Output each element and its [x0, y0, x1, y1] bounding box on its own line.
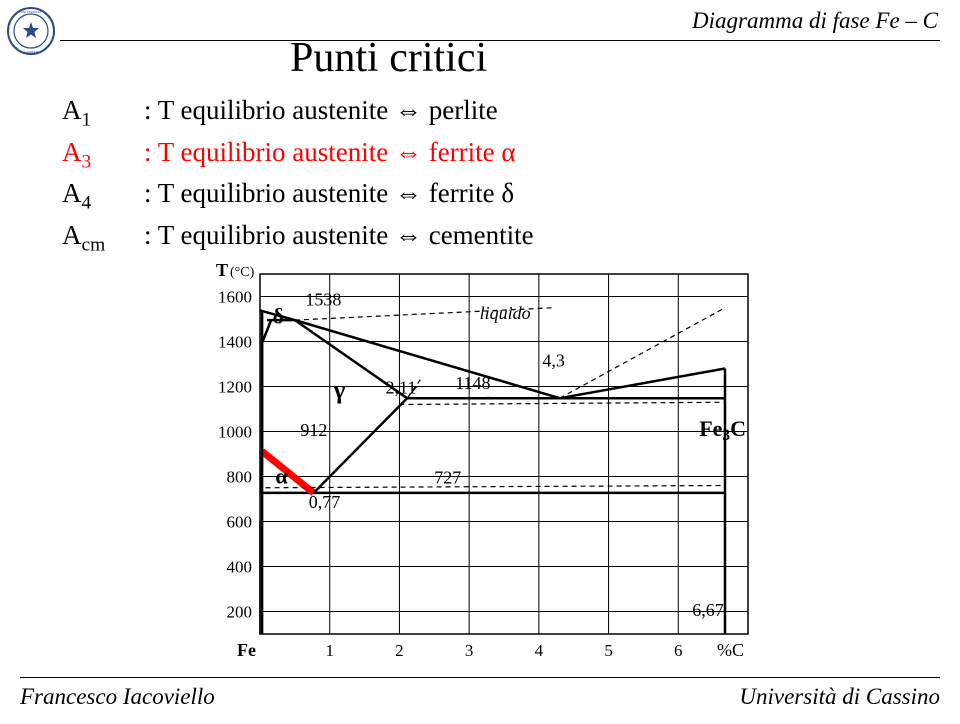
footer: Francesco Iacoviello Università di Cassi… [20, 677, 940, 710]
svg-text:UNIVERSITAS: UNIVERSITAS [21, 10, 42, 14]
definition-text: : T equilibrio austenite ⇔ cementite [144, 217, 534, 253]
svg-text:Fe3C: Fe3C [699, 416, 746, 444]
svg-text:912: 912 [300, 420, 327, 440]
header-title: Diagramma di fase Fe – C [692, 8, 938, 34]
svg-text:%C: %C [717, 640, 744, 660]
svg-text:1: 1 [325, 641, 334, 660]
definition-row: A1 : T equilibrio austenite ⇔ perlite [62, 92, 534, 134]
svg-text:1600: 1600 [218, 288, 252, 307]
university-seal-icon: UNIVERSITAS CASINATI [6, 6, 56, 56]
svg-text:2,11: 2,11 [385, 377, 416, 397]
svg-text:1000: 1000 [218, 423, 252, 442]
svg-text:6,67: 6,67 [692, 600, 724, 620]
definition-row: A3 : T equilibrio austenite ⇔ ferrite α [62, 134, 534, 176]
symbol: A1 [62, 92, 144, 134]
footer-author: Francesco Iacoviello [20, 684, 215, 710]
svg-text:3: 3 [465, 641, 474, 660]
svg-text:liquido: liquido [480, 303, 531, 323]
page-title: Punti critici [290, 34, 487, 82]
svg-text:1538: 1538 [305, 290, 341, 310]
svg-text:400: 400 [227, 558, 253, 577]
definition-text: : T equilibrio austenite ⇔ ferrite α [144, 134, 516, 170]
svg-text:6: 6 [674, 641, 683, 660]
svg-text:1148: 1148 [455, 373, 490, 393]
symbol: A3 [62, 134, 144, 176]
svg-text:CASINATI: CASINATI [24, 50, 39, 54]
definition-text: : T equilibrio austenite ⇔ perlite [144, 92, 498, 128]
svg-text:4: 4 [535, 641, 544, 660]
svg-text:2: 2 [395, 641, 404, 660]
svg-text:600: 600 [227, 513, 253, 532]
definition-row: A4 : T equilibrio austenite ⇔ ferrite δ [62, 175, 534, 217]
header-divider [60, 40, 940, 41]
svg-text:0,77: 0,77 [309, 492, 341, 512]
svg-text:4,3: 4,3 [542, 350, 565, 370]
critical-points-list: A1 : T equilibrio austenite ⇔ perlite A3… [62, 92, 534, 259]
svg-text:α: α [275, 463, 288, 488]
svg-text:Fe: Fe [237, 640, 256, 660]
svg-text:δ: δ [273, 304, 284, 329]
symbol: Acm [62, 217, 144, 259]
svg-text:1400: 1400 [218, 333, 252, 352]
svg-text:800: 800 [227, 468, 253, 487]
svg-text:γ: γ [332, 375, 345, 404]
svg-text:T: T [216, 260, 228, 280]
svg-text:200: 200 [227, 603, 253, 622]
svg-text:5: 5 [604, 641, 613, 660]
footer-divider [20, 677, 940, 678]
definition-text: : T equilibrio austenite ⇔ ferrite δ [144, 175, 514, 211]
fe-c-phase-diagram: 200 400 600 800 1000 1200 1400 1600 1 2 3 4 5 6 T(°C) F… [192, 260, 768, 668]
definition-row: Acm : T equilibrio austenite ⇔ cementite [62, 217, 534, 259]
symbol: A4 [62, 175, 144, 217]
svg-text:(°C): (°C) [230, 265, 255, 280]
footer-institution: Università di Cassino [739, 684, 940, 710]
svg-text:1200: 1200 [218, 378, 252, 397]
svg-text:727: 727 [434, 467, 461, 487]
